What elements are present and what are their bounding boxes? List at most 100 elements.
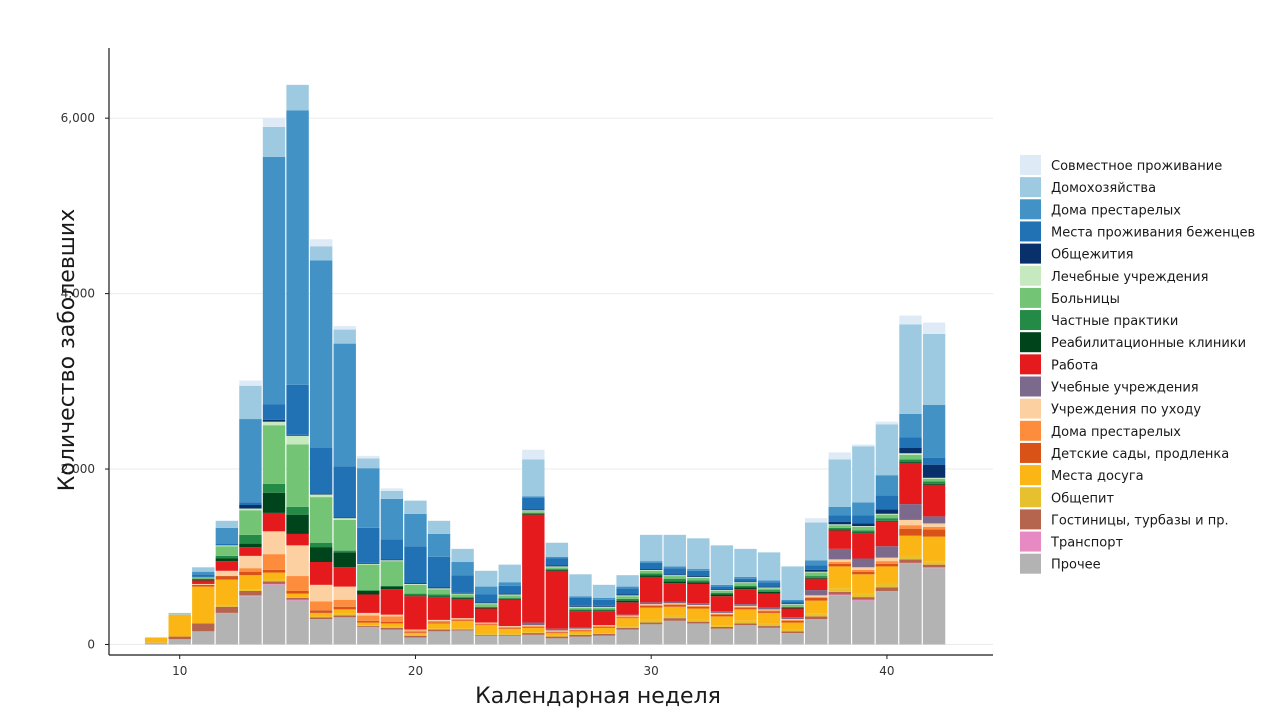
bar-segment — [687, 606, 710, 609]
bar-segment — [286, 110, 309, 385]
bar-segment — [757, 593, 781, 608]
bar-segment — [852, 533, 875, 559]
bar-segment — [828, 527, 851, 530]
bar-segment — [639, 619, 663, 623]
bar-segment — [616, 616, 639, 618]
bar-segment — [239, 595, 262, 597]
bar-segment — [781, 607, 804, 609]
bar-segment — [639, 569, 663, 570]
bar-segment — [427, 623, 451, 629]
bar-segment — [192, 571, 215, 575]
bar-segment — [168, 612, 191, 615]
bar-segment — [828, 525, 851, 528]
bar-segment — [427, 629, 451, 632]
bar-segment — [309, 601, 333, 611]
bar-segment — [899, 559, 922, 563]
bar-segment — [451, 630, 474, 645]
bar-segment — [639, 562, 663, 570]
x-tick-label: 10 — [172, 664, 187, 678]
bar-segment — [474, 624, 498, 626]
bar-segment — [734, 623, 757, 626]
bar-segment — [569, 596, 592, 598]
bar-segment — [357, 564, 380, 591]
bar-segment — [828, 559, 851, 563]
bar-segment — [262, 512, 286, 532]
bar-segment — [899, 455, 922, 460]
bar-segment — [757, 590, 781, 592]
bar-segment — [710, 586, 734, 590]
bar-segment — [616, 596, 639, 599]
bar-segment — [545, 630, 569, 632]
bar-segment — [734, 607, 757, 610]
bar-segment — [875, 590, 899, 592]
legend-swatch — [1020, 398, 1041, 419]
bar-segment — [734, 585, 757, 588]
bar-segment — [380, 560, 404, 562]
bar-segment — [309, 239, 333, 247]
bar-segment — [357, 563, 380, 565]
bar-segment — [781, 599, 804, 602]
bar-segment — [380, 490, 404, 499]
bar-segment — [639, 604, 663, 606]
bar-segment — [616, 586, 639, 589]
bar-segment — [616, 575, 639, 587]
bar-segment — [474, 604, 498, 607]
bar-segment — [757, 591, 781, 594]
legend-label: Места досуга — [1051, 469, 1144, 484]
bar-segment — [357, 622, 380, 626]
bar-segment — [545, 631, 569, 633]
bar-segment — [875, 424, 899, 476]
bar-segment — [757, 611, 781, 613]
bar-segment — [569, 597, 592, 606]
bar-segment — [380, 488, 404, 491]
bar-segment — [875, 561, 899, 564]
bar-segment — [663, 603, 686, 605]
bar-segment — [545, 569, 569, 571]
bar-segment — [875, 518, 899, 521]
bar-segment — [687, 582, 710, 584]
bar-segment — [239, 505, 262, 509]
bar-segment — [357, 626, 380, 627]
bar-segment — [215, 546, 239, 556]
bar-segment — [875, 475, 899, 496]
bar-segment — [192, 579, 215, 581]
bar-segment — [852, 593, 875, 598]
bar-segment — [663, 574, 686, 576]
legend-swatch — [1020, 310, 1041, 331]
bar-segment — [192, 584, 215, 587]
bar-segment — [569, 609, 592, 611]
legend-swatch — [1020, 332, 1041, 353]
bar-segment — [922, 561, 946, 565]
legend-label: Дома престарелых — [1051, 425, 1181, 440]
bar-segment — [828, 562, 851, 564]
bar-segment — [852, 600, 875, 645]
bar-segment — [309, 542, 333, 548]
bar-segment — [592, 625, 616, 627]
bar-segment — [687, 619, 710, 622]
bar-segment — [569, 634, 592, 637]
bar-segment — [474, 623, 498, 625]
bar-segment — [569, 636, 592, 645]
bar-segment — [569, 605, 592, 607]
bar-segment — [309, 562, 333, 585]
bar-segment — [899, 462, 922, 463]
bar-segment — [734, 581, 757, 583]
bar-segment — [498, 585, 521, 594]
bar-segment — [522, 627, 545, 633]
bar-segment — [239, 547, 262, 556]
bar-segment — [781, 620, 804, 623]
y-tick-label: 6,000 — [61, 111, 95, 125]
bar-segment — [757, 627, 781, 645]
bar-segment — [474, 625, 498, 634]
bar-segment — [781, 601, 804, 604]
bar-segment — [545, 567, 569, 570]
bar-segment — [663, 568, 686, 575]
bar-segment — [239, 571, 262, 576]
bar-segment — [309, 447, 333, 494]
bar-segment — [380, 626, 404, 628]
bar-segment — [687, 603, 710, 606]
bar-segment — [757, 587, 781, 589]
bar-segment — [710, 545, 734, 585]
bar-segment — [616, 594, 639, 596]
bar-segment — [899, 562, 922, 564]
